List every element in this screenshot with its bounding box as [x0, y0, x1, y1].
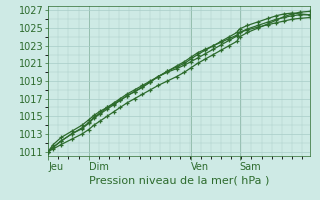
X-axis label: Pression niveau de la mer( hPa ): Pression niveau de la mer( hPa ) — [89, 176, 269, 186]
